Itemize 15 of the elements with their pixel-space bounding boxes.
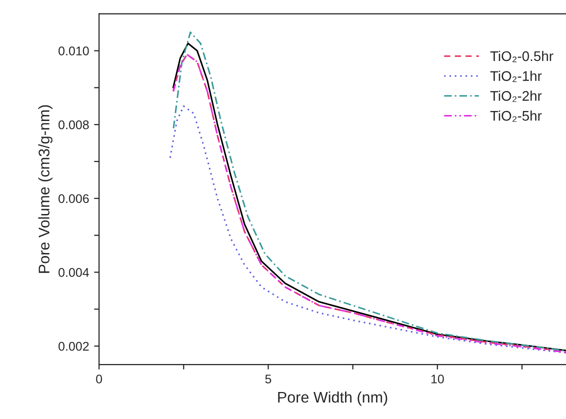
y-tick-label: 0.006 xyxy=(58,194,89,204)
legend-label: TiO₂-0.5hr xyxy=(490,50,554,62)
y-axis-title: Pore Volume (cm3/g-nm) xyxy=(38,105,52,273)
legend-label: TiO₂-1hr xyxy=(490,70,542,82)
y-tick-label: 0.004 xyxy=(58,268,89,277)
line-series xyxy=(169,105,566,354)
legend-label: TiO₂-2hr xyxy=(490,90,542,102)
x-axis-title: Pore Width (nm) xyxy=(278,391,388,406)
y-tick-label: 0.010 xyxy=(58,46,89,56)
x-tick-label: 10 xyxy=(431,374,444,384)
y-tick-label: 0.002 xyxy=(58,342,89,351)
x-tick-label: 5 xyxy=(265,374,272,384)
legend-label: TiO₂-5hr xyxy=(490,110,542,122)
y-tick-label: 0.008 xyxy=(58,120,89,130)
x-tick-label: 0 xyxy=(96,374,102,384)
